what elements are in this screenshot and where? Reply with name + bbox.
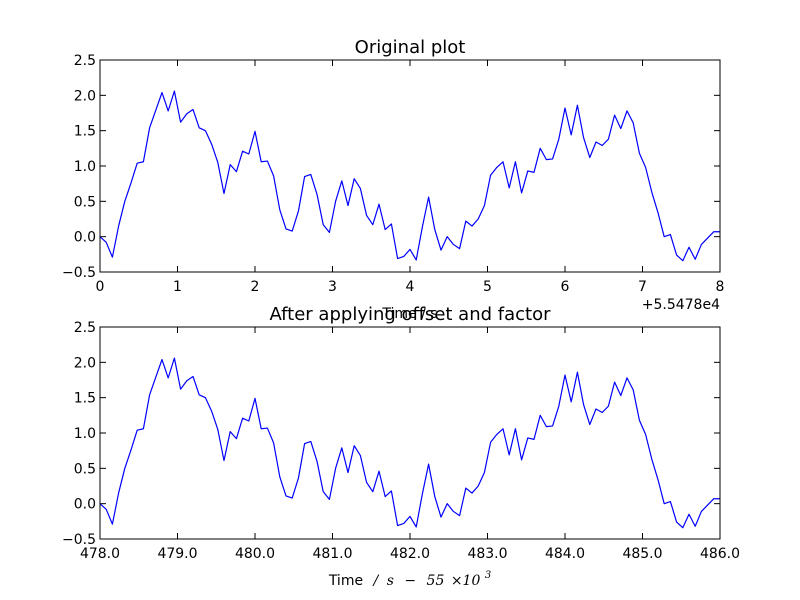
x-tick-label: 480.0 — [235, 546, 275, 562]
x-tick-label: 479.0 — [157, 546, 197, 562]
series-line — [99, 90, 720, 262]
x-axis-label-exponent: 3 — [485, 570, 491, 581]
x-tick-label: 7 — [638, 279, 647, 295]
plot-frame — [99, 59, 721, 273]
y-tick-label: −0.5 — [62, 532, 96, 548]
x-axis-label-slash: / — [372, 573, 380, 589]
x-axis-label-offset: 55 — [427, 573, 445, 589]
series-layer — [99, 357, 720, 529]
x-tick-label: 4 — [406, 279, 415, 295]
x-axis-label-minus: − — [404, 573, 416, 589]
chart-original: Original plot 0 1 2 3 4 5 6 7 8 −0.5 0.0 0.5 1.0 1.5 2… — [62, 37, 724, 322]
x-tick-label: 5 — [483, 279, 492, 295]
chart-title: Original plot — [355, 37, 466, 58]
series-line — [99, 357, 720, 529]
x-axis-label-word: Time — [328, 573, 363, 589]
x-tick-label: 478.0 — [80, 546, 120, 562]
x-tick-label: 485.0 — [622, 546, 662, 562]
x-tick-label: 484.0 — [545, 546, 585, 562]
y-tick-label: 2.5 — [74, 53, 96, 69]
y-tick-label: 1.0 — [74, 159, 96, 175]
y-tick-label: 1.5 — [74, 391, 96, 407]
x-axis-label: Time / s − 55 ×10 3 — [328, 570, 491, 589]
x-tick-label: 6 — [561, 279, 570, 295]
x-tick-label: 481.0 — [312, 546, 352, 562]
y-tick-label: 0.0 — [74, 230, 96, 246]
y-tick-label: −0.5 — [62, 265, 96, 281]
x-offset-text: +5.5478e4 — [642, 297, 720, 313]
x-tick-label: 8 — [716, 279, 725, 295]
x-tick-label: 486.0 — [700, 546, 740, 562]
x-axis-label: Time / s — [381, 306, 437, 322]
x-tick-label: 2 — [251, 279, 260, 295]
y-tick-label: 0.0 — [74, 497, 96, 513]
y-tick-label: 1.0 — [74, 426, 96, 442]
y-tick-label: 0.5 — [74, 461, 96, 477]
x-tick-label: 3 — [328, 279, 337, 295]
x-axis-label-unit: s — [387, 573, 394, 589]
y-tick-label: 2.0 — [74, 355, 96, 371]
chart-title: After applying offset and factor — [269, 304, 551, 325]
x-axis-label-factor: ×10 — [451, 573, 481, 589]
chart-transformed: After applying offset and factor 478.0 47… — [62, 304, 740, 589]
x-tick-label: 1 — [173, 279, 182, 295]
y-tick-label: 2.5 — [74, 320, 96, 336]
y-tick-label: 1.5 — [74, 124, 96, 140]
tick-layer: 0 1 2 3 4 5 6 7 8 −0.5 0.0 0.5 1.0 1.5 2.0 2.5 — [62, 53, 724, 295]
y-tick-label: 2.0 — [74, 88, 96, 104]
series-layer — [99, 90, 720, 262]
plot-frame — [99, 326, 721, 540]
x-tick-label: 482.0 — [390, 546, 430, 562]
x-tick-label: 483.0 — [467, 546, 507, 562]
tick-layer: 478.0 479.0 480.0 481.0 482.0 483.0 484.0 485.0… — [62, 320, 740, 562]
x-tick-label: 0 — [96, 279, 105, 295]
y-tick-label: 0.5 — [74, 194, 96, 210]
